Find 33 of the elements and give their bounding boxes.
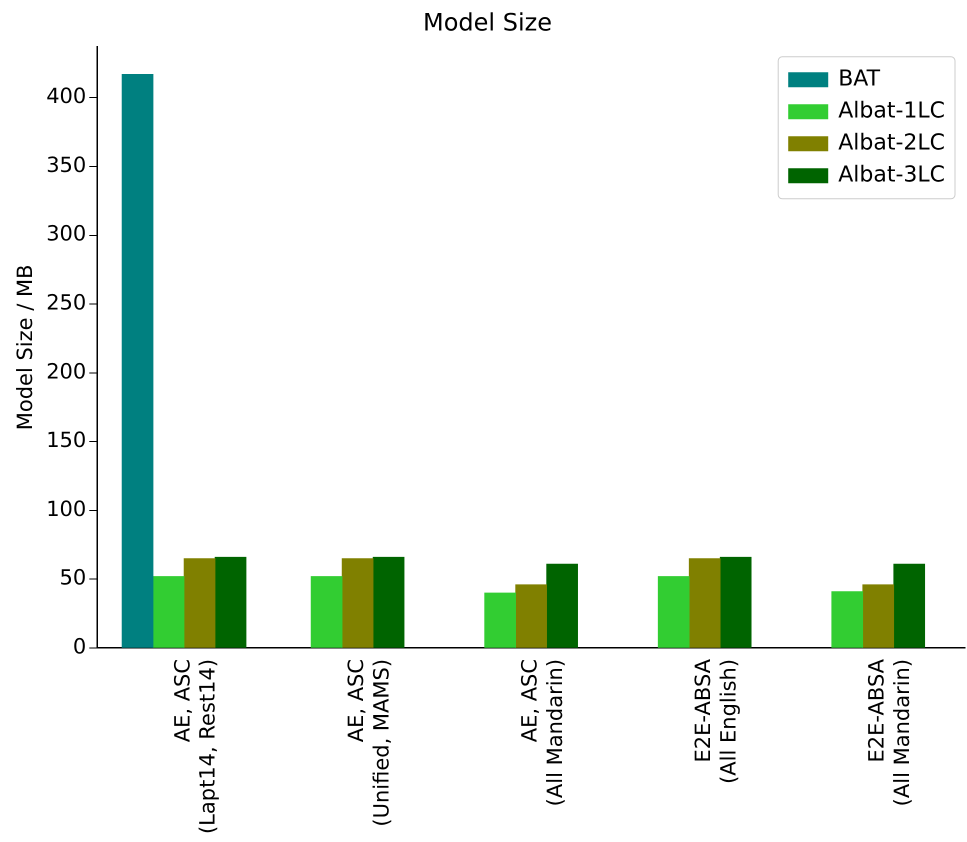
bar <box>310 576 342 648</box>
bar <box>515 584 547 648</box>
x-tick-label: E2E-ABSA (All English) <box>691 658 740 784</box>
bar <box>720 556 752 648</box>
y-axis-title: Model Size / MB <box>13 264 38 430</box>
x-tick-label: AE, ASC (All Mandarin) <box>518 658 567 806</box>
bar <box>546 564 578 648</box>
y-tick-label: 400 <box>46 84 86 108</box>
bar <box>862 584 894 648</box>
bar <box>893 564 926 648</box>
bar <box>122 74 154 648</box>
bar <box>372 556 404 648</box>
legend-label: Albat-1LC <box>838 98 946 124</box>
x-tick-label: AE, ASC (Lapt14, Rest14) <box>170 658 220 834</box>
bar <box>831 591 864 648</box>
y-tick-label: 250 <box>46 290 86 314</box>
y-tick-label: 300 <box>46 222 86 246</box>
chart-title: Model Size <box>423 8 552 37</box>
y-tick-label: 200 <box>46 359 86 384</box>
x-tick-label: AE, ASC (Unified, MAMS) <box>344 658 394 827</box>
legend-label: Albat-2LC <box>838 130 946 156</box>
y-tick-label: 350 <box>46 152 86 177</box>
bar <box>658 576 690 648</box>
y-tick-label: 150 <box>46 428 86 452</box>
bar <box>342 558 374 648</box>
y-tick-label: 0 <box>72 634 86 658</box>
legend-label: BAT <box>838 66 881 92</box>
bar <box>484 592 516 648</box>
bar <box>688 558 721 648</box>
y-tick-label: 100 <box>46 496 86 521</box>
legend-label: Albat-3LC <box>838 162 946 188</box>
y-tick-label: 50 <box>60 566 86 590</box>
x-tick-label: E2E-ABSA (All Mandarin) <box>864 658 914 806</box>
